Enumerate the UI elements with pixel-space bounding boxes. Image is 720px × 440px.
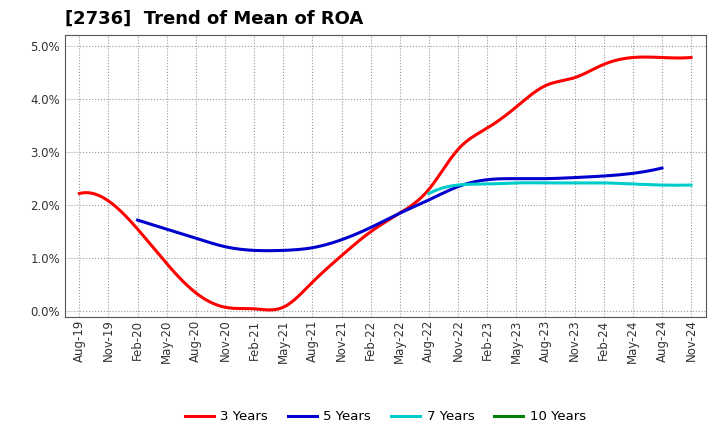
3 Years [641, 55, 649, 60]
5 Years [516, 176, 524, 181]
Line: 7 Years: 7 Years [429, 183, 691, 194]
7 Years [614, 181, 623, 186]
3 Years [687, 55, 696, 60]
7 Years [616, 181, 624, 186]
7 Years [510, 180, 518, 186]
3 Years [148, 245, 157, 250]
5 Years [513, 176, 522, 181]
5 Years [197, 237, 205, 242]
3 Years [462, 139, 470, 145]
7 Years [590, 180, 599, 185]
5 Years [305, 246, 314, 251]
5 Years [264, 248, 272, 253]
3 Years [521, 97, 530, 102]
5 Years [657, 165, 666, 171]
3 Years [518, 99, 527, 104]
3 Years [75, 191, 84, 196]
Line: 5 Years: 5 Years [138, 168, 662, 251]
Text: [2736]  Trend of Mean of ROA: [2736] Trend of Mean of ROA [65, 10, 363, 28]
5 Years [133, 217, 142, 223]
7 Years [425, 191, 433, 196]
7 Years [529, 180, 538, 185]
7 Years [687, 183, 696, 188]
3 Years [319, 269, 328, 275]
Legend: 3 Years, 5 Years, 7 Years, 10 Years: 3 Years, 5 Years, 7 Years, 10 Years [179, 405, 591, 429]
3 Years [276, 306, 284, 311]
3 Years [265, 307, 274, 312]
Line: 3 Years: 3 Years [79, 57, 691, 310]
5 Years [342, 235, 351, 241]
7 Years [456, 182, 464, 187]
7 Years [523, 180, 532, 185]
5 Years [464, 180, 473, 186]
